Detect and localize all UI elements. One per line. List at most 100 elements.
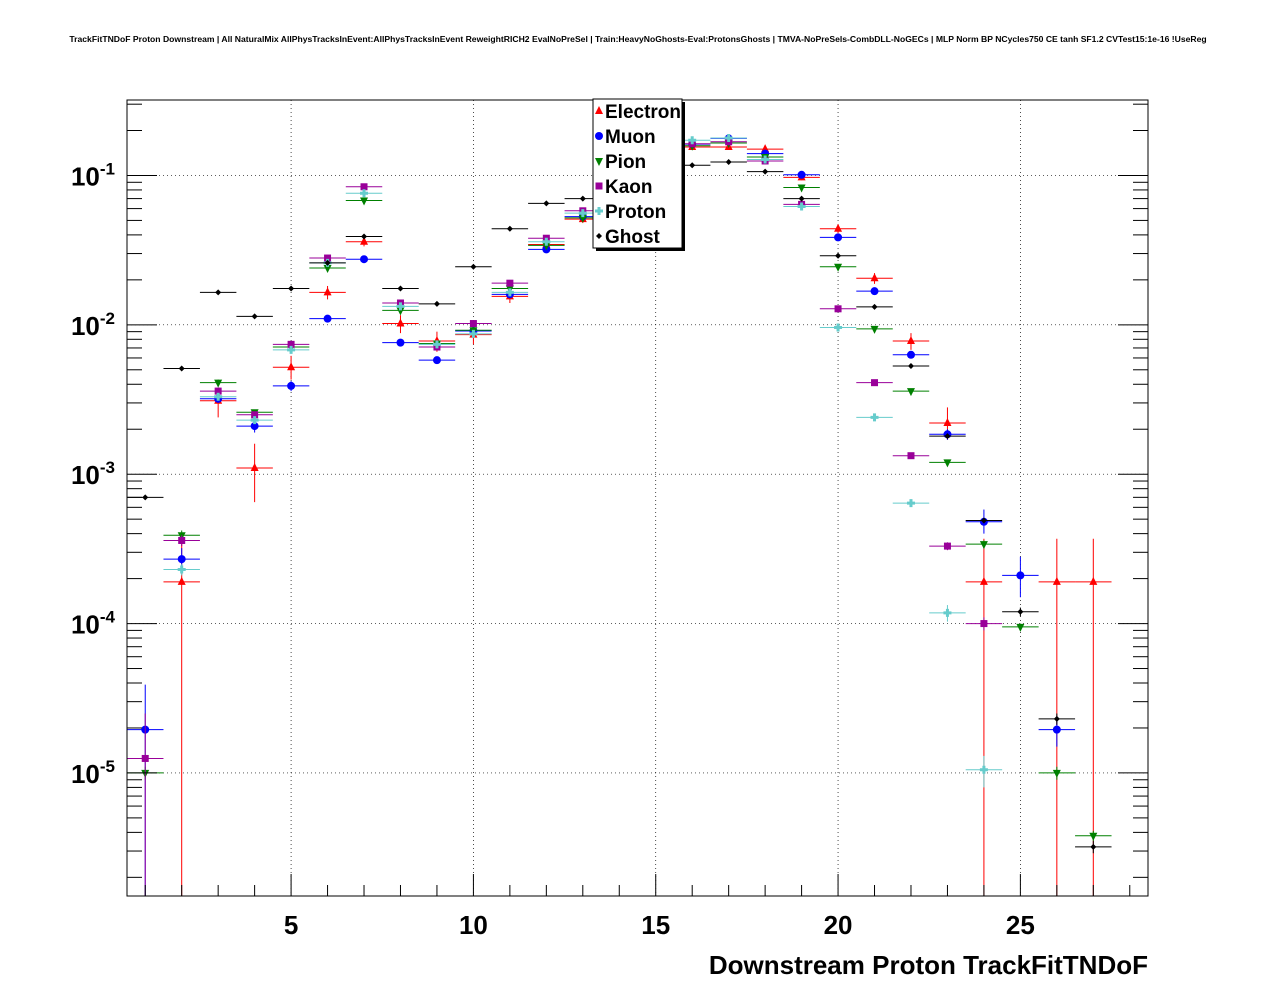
ghost-point bbox=[142, 494, 149, 501]
proton-point bbox=[578, 209, 587, 218]
electron-point bbox=[943, 418, 952, 427]
legend-label-muon: Muon bbox=[605, 127, 656, 148]
y-tick-label: 10-2 bbox=[71, 309, 115, 341]
kaon-point bbox=[141, 754, 149, 762]
proton-point bbox=[505, 288, 514, 297]
ghost-point bbox=[835, 252, 842, 259]
kaon-point bbox=[907, 452, 915, 460]
data-points bbox=[127, 134, 1112, 896]
series-electron bbox=[163, 142, 1112, 896]
kaon-point bbox=[214, 387, 222, 395]
proton-point bbox=[542, 237, 551, 246]
pion-point bbox=[1016, 623, 1025, 632]
muon-point bbox=[177, 555, 186, 564]
ghost-point bbox=[1053, 715, 1060, 722]
y-tick-label: 10-5 bbox=[71, 757, 115, 789]
pion-point bbox=[870, 325, 879, 334]
chart-title: TrackFitTNDoF Proton Downstream | All Na… bbox=[69, 34, 1207, 44]
y-tick-label: 10-3 bbox=[71, 458, 115, 490]
ghost-point bbox=[1090, 843, 1097, 850]
legend-label-electron: Electron bbox=[605, 102, 681, 123]
muon-point bbox=[323, 314, 332, 323]
kaon-point bbox=[943, 542, 951, 550]
proton-point bbox=[432, 340, 441, 349]
legend-marker-muon bbox=[595, 132, 603, 140]
muon-point bbox=[1052, 725, 1061, 734]
muon-point bbox=[797, 170, 806, 179]
ghost-point bbox=[762, 168, 769, 175]
ghost-point bbox=[506, 225, 513, 232]
ghost-point bbox=[1017, 608, 1024, 615]
proton-point bbox=[797, 202, 806, 211]
muon-point bbox=[906, 350, 915, 359]
muon-point bbox=[250, 422, 259, 431]
pion-point bbox=[323, 265, 332, 274]
electron-point bbox=[906, 335, 915, 344]
proton-point bbox=[469, 329, 478, 338]
series-pion bbox=[127, 139, 1112, 842]
pion-point bbox=[979, 541, 988, 550]
pion-point bbox=[906, 388, 915, 397]
axes: 5 10 15 20 25 10-5 10-4 10-3 10-2 10-1 bbox=[71, 103, 1148, 940]
proton-point bbox=[287, 345, 296, 354]
proton-point bbox=[177, 565, 186, 574]
ghost-point bbox=[433, 300, 440, 307]
pion-point bbox=[797, 184, 806, 193]
proton-point bbox=[834, 323, 843, 332]
proton-point bbox=[761, 155, 770, 164]
x-tick-label: 15 bbox=[641, 910, 670, 940]
electron-point bbox=[250, 463, 259, 472]
ghost-point bbox=[798, 195, 805, 202]
x-axis-title: Downstream Proton TrackFitTNDoF bbox=[709, 950, 1148, 980]
electron-point bbox=[396, 318, 405, 327]
y-tick-label: 10-4 bbox=[71, 608, 116, 640]
proton-point bbox=[396, 302, 405, 311]
pion-point bbox=[214, 379, 223, 388]
muon-point bbox=[287, 381, 296, 390]
ghost-point bbox=[579, 195, 586, 202]
ghost-point bbox=[725, 159, 732, 166]
kaon-point bbox=[324, 254, 332, 262]
ghost-point bbox=[689, 162, 696, 169]
kaon-point bbox=[251, 411, 259, 419]
series-proton bbox=[163, 134, 1003, 788]
muon-point bbox=[360, 255, 369, 264]
pion-point bbox=[360, 197, 369, 206]
muon-point bbox=[834, 233, 843, 242]
series-kaon bbox=[127, 138, 1003, 896]
ghost-point bbox=[944, 433, 951, 440]
ghost-point bbox=[361, 233, 368, 240]
legend-marker-kaon bbox=[595, 182, 603, 190]
electron-point bbox=[834, 223, 843, 232]
muon-point bbox=[396, 338, 405, 347]
x-tick-label: 20 bbox=[824, 910, 853, 940]
proton-point bbox=[906, 499, 915, 508]
proton-point bbox=[870, 413, 879, 422]
series-ghost bbox=[127, 159, 1112, 854]
x-tick-label: 25 bbox=[1006, 910, 1035, 940]
pion-point bbox=[943, 459, 952, 468]
kaon-point bbox=[834, 305, 842, 313]
ghost-point bbox=[980, 517, 987, 524]
ghost-point bbox=[324, 259, 331, 266]
legend-label-kaon: Kaon bbox=[605, 177, 653, 198]
pion-point bbox=[542, 242, 551, 251]
kaon-point bbox=[980, 620, 988, 628]
proton-point bbox=[724, 134, 733, 143]
ghost-point bbox=[251, 313, 258, 320]
electron-point bbox=[287, 362, 296, 371]
legend: Electron Muon Pion Kaon Proton Ghost bbox=[592, 98, 685, 251]
ghost-point bbox=[543, 200, 550, 207]
kaon-point bbox=[178, 536, 186, 544]
pion-point bbox=[1089, 832, 1098, 841]
legend-label-ghost: Ghost bbox=[605, 227, 661, 248]
electron-point bbox=[979, 576, 988, 585]
muon-point bbox=[432, 356, 441, 365]
x-tick-label: 5 bbox=[284, 910, 298, 940]
electron-point bbox=[1052, 576, 1061, 585]
ghost-point bbox=[871, 303, 878, 310]
legend-marker-electron bbox=[595, 106, 603, 114]
ghost-point bbox=[288, 285, 295, 292]
proton-point bbox=[360, 189, 369, 198]
electron-point bbox=[360, 236, 369, 245]
